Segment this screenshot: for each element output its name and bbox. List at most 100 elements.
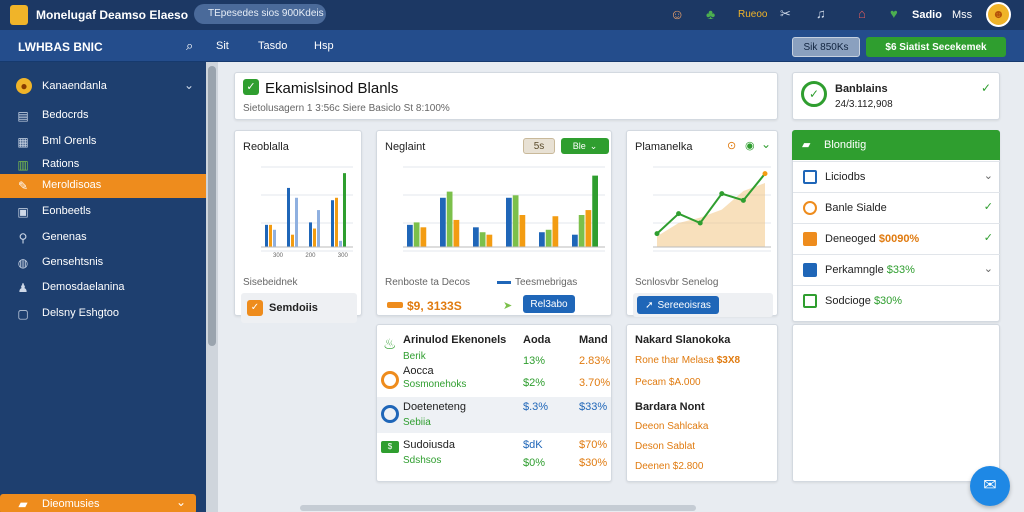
nav-link-2[interactable]: Tasdo bbox=[258, 40, 288, 52]
table-row[interactable]: ♨ Berik 13% 2.83% bbox=[377, 333, 611, 367]
sidebar-item-8[interactable]: ♟ Demosdaelanina bbox=[0, 276, 206, 300]
sidebar-item-3[interactable]: ▥ Rations bbox=[0, 155, 206, 175]
leaf-icon: ♨ bbox=[383, 336, 397, 353]
sidebar-item-7[interactable]: ◍ Gensehtsnis bbox=[0, 251, 206, 275]
notify-label[interactable]: Rueoo bbox=[738, 9, 768, 20]
panel-2-dropdown[interactable]: Ble ⌄ bbox=[561, 138, 609, 154]
list-item[interactable]: Perkamngle $33% ⌄ bbox=[793, 254, 1001, 285]
chart-bar bbox=[287, 187, 290, 247]
list-item[interactable]: Deson Sablat bbox=[635, 441, 696, 452]
send-icon: ➚ bbox=[645, 299, 654, 311]
search-icon[interactable]: ⌕ bbox=[186, 38, 194, 53]
sidebar-item-9[interactable]: ▢ Delsny Eshgtoo bbox=[0, 302, 206, 326]
right-list-header[interactable]: ▰ Blonditig bbox=[792, 130, 1000, 160]
series-line bbox=[656, 173, 766, 235]
chart-bar bbox=[486, 234, 493, 247]
panel-3-title: Plamanelka bbox=[635, 141, 693, 153]
chart-bar bbox=[317, 210, 320, 247]
list-item[interactable]: Pecam $A.000 bbox=[635, 377, 701, 388]
table-row[interactable]: Aocca Sosmonehoks $2% 3.70% bbox=[377, 365, 611, 399]
nav-link-1[interactable]: Sit bbox=[216, 40, 229, 52]
sidebar-footer-label: Dieomusies bbox=[42, 498, 100, 510]
row-col1-extra: $0% bbox=[523, 457, 546, 469]
doc-icon: ▢ bbox=[17, 307, 29, 321]
data-point bbox=[762, 171, 768, 177]
list-item-label: Perkamngle $33% bbox=[825, 264, 915, 276]
list-item[interactable]: Banle Sialde ✓ bbox=[793, 192, 1001, 223]
list-item[interactable]: Deeon Sahlcaka bbox=[635, 421, 709, 432]
compass-icon: ● bbox=[16, 78, 32, 94]
panel-3-button[interactable]: ➚ Sereeoisras bbox=[637, 296, 719, 314]
panel-2-title: Neglaint bbox=[385, 141, 426, 153]
secondary-button[interactable]: Sik 850Ks bbox=[792, 37, 860, 57]
list-item[interactable]: Deenen $2.800 bbox=[635, 461, 704, 472]
chevron-down-icon[interactable]: ✓ bbox=[981, 81, 992, 95]
legend-swatch bbox=[497, 280, 511, 284]
table-row[interactable]: Doeteneteng Sebiia $.3% $33% bbox=[377, 397, 611, 433]
summary-list-title: Nakard Slanokoka bbox=[635, 334, 731, 346]
grid-icon: ▦ bbox=[17, 135, 29, 149]
chart-bar bbox=[413, 222, 420, 247]
data-point bbox=[697, 220, 703, 226]
nav-link-3[interactable]: Hsp bbox=[314, 40, 334, 52]
sidebar-footer[interactable]: ▰ Dieomusies ⌄ bbox=[0, 494, 196, 512]
panel-1-button[interactable]: ✓ Semdoiis bbox=[241, 293, 357, 323]
target-icon[interactable]: ◉ bbox=[745, 140, 755, 152]
row-col2: 3.70% bbox=[579, 377, 611, 389]
sidebar-item-1[interactable]: ▤ Bedocrds bbox=[0, 104, 206, 128]
nav-bar: LWHBAS BNIC ⌕ Sit Tasdo Hsp Sik 850Ks $6… bbox=[0, 30, 1024, 62]
check-icon: ✓ bbox=[983, 232, 993, 244]
balance-title: Banblains bbox=[835, 83, 888, 95]
item-label-text: Perkamngle bbox=[825, 264, 884, 276]
sidebar-header[interactable]: ● Kanaendanla ⌄ bbox=[0, 74, 206, 100]
sidebar-item-4[interactable]: ✎ Meroldisoas bbox=[0, 174, 206, 198]
chevron-down-icon[interactable]: ⌄ bbox=[761, 137, 772, 151]
panel-1: Reoblalla 300 200 300 Sisebeidnek ✓ Semdoi… bbox=[234, 130, 362, 323]
search-box[interactable]: TEpesedes sios 900Kdeis bbox=[194, 4, 326, 24]
list-item[interactable]: Deneoged $0090% ✓ bbox=[793, 223, 1001, 254]
scrollbar-thumb[interactable] bbox=[208, 66, 216, 346]
primary-button[interactable]: $6 Siatist Secekemek bbox=[866, 37, 1006, 57]
list-item-label: Deneoged $0090% bbox=[825, 233, 919, 245]
sidebar-item-label: Bedocrds bbox=[42, 109, 89, 121]
balance-value: 24/3.112,908 bbox=[835, 99, 893, 110]
sidebar-item-2[interactable]: ▦ Bml Orenls bbox=[0, 130, 206, 154]
tools-icon[interactable]: ✂ bbox=[780, 6, 791, 21]
list-item[interactable]: Rone thar Melasa $3X8 bbox=[635, 355, 740, 366]
sidebar-item-5[interactable]: ▣ Eonbeetls bbox=[0, 200, 206, 224]
list-item[interactable]: Bardara Nont bbox=[635, 401, 705, 413]
avatar[interactable]: ☻ bbox=[986, 2, 1011, 27]
row-col1: $dK bbox=[523, 439, 543, 451]
alert-icon[interactable]: ☺ bbox=[670, 6, 685, 22]
panel-2: Neglaint 5s Ble ⌄ Renboste ta Decos Teesm… bbox=[376, 130, 612, 316]
list-item[interactable]: Liciodbs ⌄ bbox=[793, 161, 1001, 192]
coin-icon[interactable]: ⊙ bbox=[727, 140, 737, 152]
chat-fab-button[interactable]: ✉ bbox=[970, 466, 1010, 506]
status-icon[interactable]: ♥ bbox=[890, 6, 898, 21]
bottom-scrollbar[interactable] bbox=[300, 505, 696, 511]
sidebar-item-label: Gensehtsnis bbox=[42, 256, 104, 268]
chart-bar bbox=[585, 210, 592, 247]
bell-icon[interactable]: ♫ bbox=[816, 6, 826, 21]
home-icon[interactable]: ⌂ bbox=[858, 6, 866, 21]
chart-bar bbox=[440, 197, 446, 247]
user-role[interactable]: Mss bbox=[952, 9, 973, 21]
panel-2-control[interactable]: 5s bbox=[523, 138, 555, 154]
shield-icon[interactable]: ♣ bbox=[706, 6, 716, 22]
table-row[interactable]: $ Sudoiusda Sdshsos $dK $70% bbox=[377, 435, 611, 475]
panel-2-footer-left: Renboste ta Decos bbox=[385, 277, 471, 288]
panel-2-dropdown-label: Ble bbox=[572, 141, 586, 151]
row-sub: Sosmonehoks bbox=[403, 379, 467, 390]
panel-2-value-right[interactable]: Rel3abo bbox=[523, 295, 575, 313]
sidebar-header-label: Kanaendanla bbox=[42, 80, 107, 92]
sidebar-item-6[interactable]: ⚲ Genenas bbox=[0, 226, 206, 250]
sidebar-item-label: Genenas bbox=[42, 231, 87, 243]
sidebar-scrollbar[interactable] bbox=[206, 62, 218, 512]
list-item[interactable]: Sodcioge $30% bbox=[793, 285, 1001, 316]
pin-icon: ⚲ bbox=[18, 231, 28, 245]
chart-bar bbox=[265, 224, 268, 247]
orange-bar-icon bbox=[387, 302, 403, 308]
user-name[interactable]: Sadio bbox=[912, 9, 942, 21]
right-list: ▰ Blonditig Liciodbs ⌄ Banle Sialde ✓ De… bbox=[792, 130, 1001, 322]
panel-3-chart bbox=[653, 166, 771, 252]
